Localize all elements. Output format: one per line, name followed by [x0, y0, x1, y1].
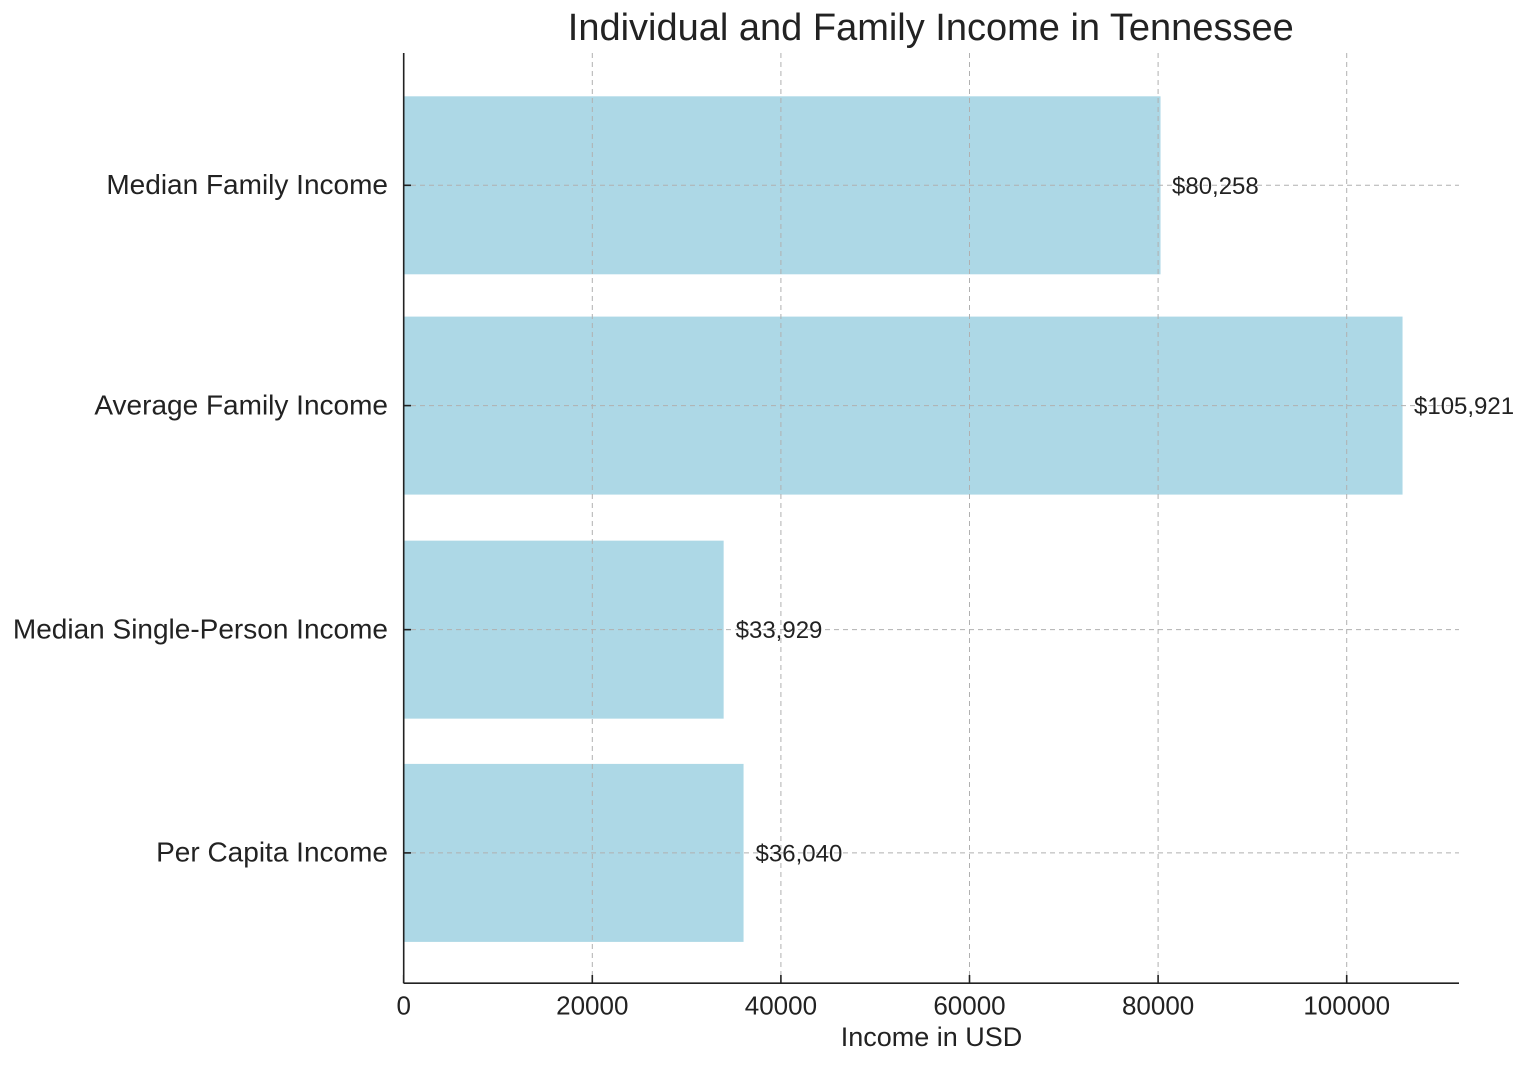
- svg-text:Average Family Income: Average Family Income: [94, 389, 388, 420]
- svg-text:$36,040: $36,040: [756, 840, 843, 867]
- svg-text:100000: 100000: [1303, 991, 1390, 1021]
- svg-text:$80,258: $80,258: [1172, 173, 1259, 200]
- svg-text:60000: 60000: [933, 991, 1005, 1021]
- svg-text:40000: 40000: [745, 991, 817, 1021]
- svg-text:Median Family Income: Median Family Income: [106, 169, 388, 200]
- svg-text:$105,921: $105,921: [1414, 393, 1514, 420]
- svg-text:$33,929: $33,929: [736, 617, 823, 644]
- svg-text:20000: 20000: [556, 991, 628, 1021]
- svg-text:Individual and Family Income i: Individual and Family Income in Tennesse…: [568, 7, 1294, 49]
- svg-text:Income in USD: Income in USD: [841, 1022, 1023, 1052]
- svg-text:Median Single-Person Income: Median Single-Person Income: [13, 613, 388, 644]
- svg-text:0: 0: [396, 991, 410, 1021]
- svg-text:Per Capita Income: Per Capita Income: [156, 837, 388, 868]
- svg-text:80000: 80000: [1122, 991, 1194, 1021]
